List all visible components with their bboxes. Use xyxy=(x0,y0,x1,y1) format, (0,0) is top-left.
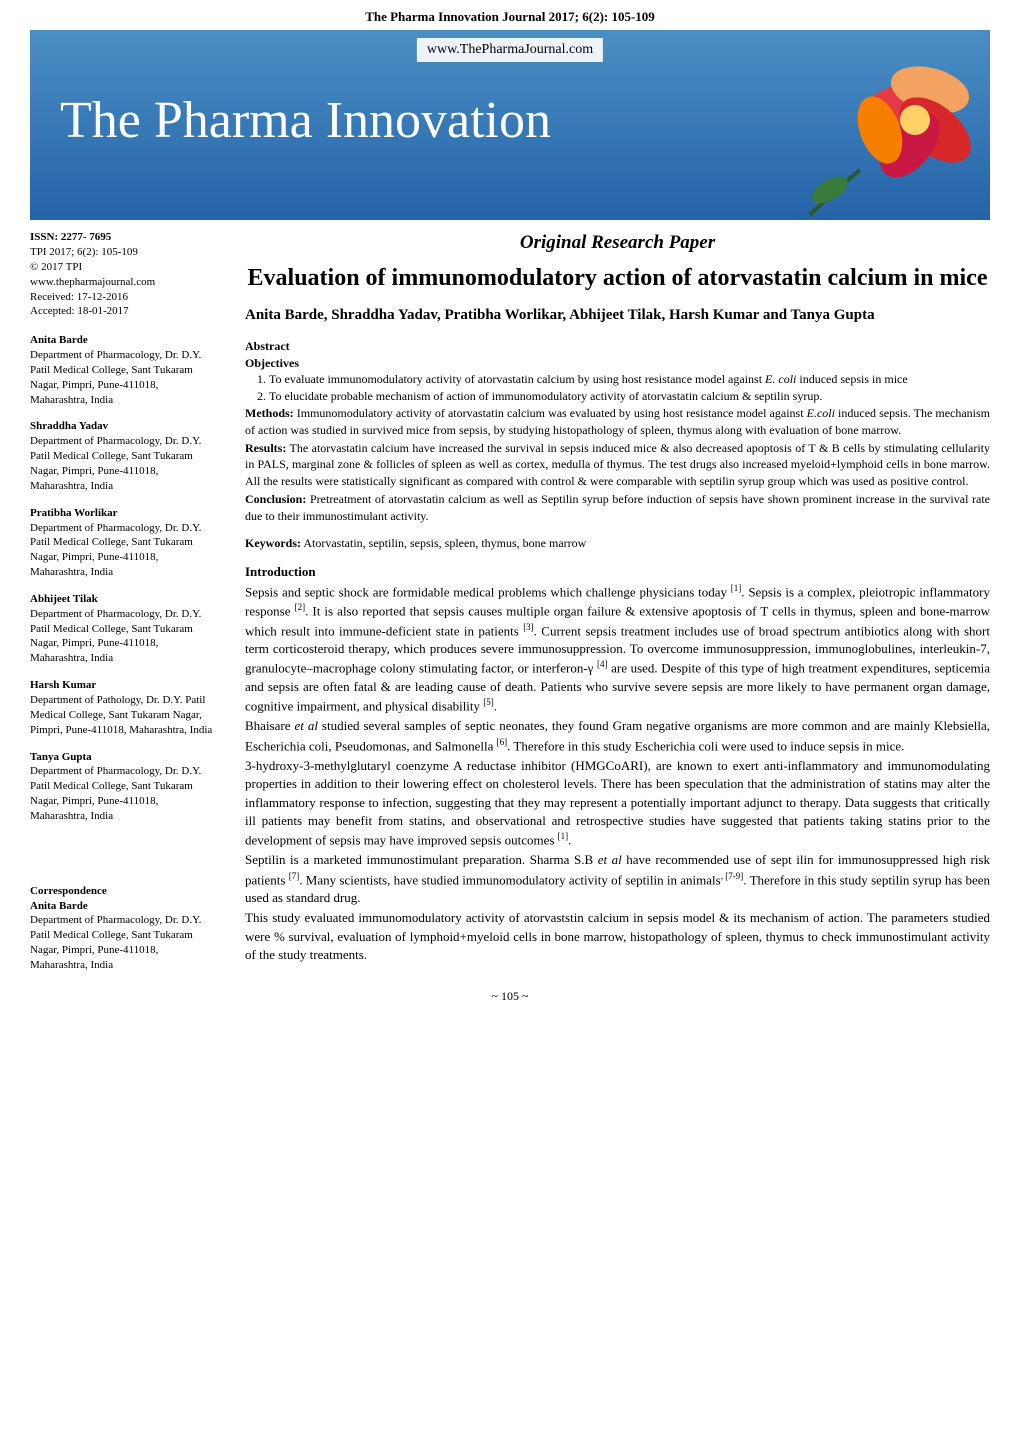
keywords-text: Atorvastatin, septilin, sepsis, spleen, … xyxy=(303,536,586,550)
author-name: Abhijeet Tilak xyxy=(30,592,217,607)
intro-paragraph: Bhaisare et al studied several samples o… xyxy=(245,717,990,755)
author-name: Shraddha Yadav xyxy=(30,419,217,434)
main-content: Original Research Paper Evaluation of im… xyxy=(235,230,990,973)
banner-url: www.ThePharmaJournal.com xyxy=(417,38,603,62)
banner: www.ThePharmaJournal.com The Pharma Inno… xyxy=(30,30,990,220)
flower-icon xyxy=(770,30,990,220)
author-block: Shraddha Yadav Department of Pharmacolog… xyxy=(30,419,217,493)
corr-author-name: Anita Barde xyxy=(30,899,217,914)
objectives-label: Objectives xyxy=(245,355,990,372)
author-affiliation: Department of Pharmacology, Dr. D.Y. Pat… xyxy=(30,764,217,823)
correspondence-block: Correspondence Anita Barde Department of… xyxy=(30,884,217,973)
intro-paragraph: Sepsis and septic shock are formidable m… xyxy=(245,582,990,716)
author-block: Harsh Kumar Department of Pathology, Dr.… xyxy=(30,678,217,737)
author-affiliation: Department of Pharmacology, Dr. D.Y. Pat… xyxy=(30,607,217,666)
received-date: Received: 17-12-2016 xyxy=(30,290,217,305)
methods-text: Methods: Immunomodulatory activity of at… xyxy=(245,405,990,439)
author-name: Pratibha Worlikar xyxy=(30,506,217,521)
results-text: Results: The atorvastatin calcium have i… xyxy=(245,440,990,490)
author-affiliation: Department of Pharmacology, Dr. D.Y. Pat… xyxy=(30,348,217,407)
abstract-label: Abstract xyxy=(245,338,990,355)
introduction-label: Introduction xyxy=(245,563,990,581)
objective-item: To evaluate immunomodulatory activity of… xyxy=(269,371,990,388)
objective-item: To elucidate probable mechanism of actio… xyxy=(269,388,990,405)
copyright: © 2017 TPI xyxy=(30,260,217,275)
authors-line: Anita Barde, Shraddha Yadav, Pratibha Wo… xyxy=(245,305,990,326)
conclusion-text: Conclusion: Pretreatment of atorvastatin… xyxy=(245,491,990,525)
author-affiliation: Department of Pathology, Dr. D.Y. Patil … xyxy=(30,693,217,738)
accepted-date: Accepted: 18-01-2017 xyxy=(30,304,217,319)
issn: ISSN: 2277- 7695 xyxy=(30,230,217,245)
banner-title: The Pharma Innovation xyxy=(60,85,551,158)
intro-paragraph: 3-hydroxy-3-methylglutaryl coenzyme A re… xyxy=(245,757,990,849)
sidebar: ISSN: 2277- 7695 TPI 2017; 6(2): 105-109… xyxy=(30,230,235,973)
author-affiliation: Department of Pharmacology, Dr. D.Y. Pat… xyxy=(30,521,217,580)
abstract-body: To evaluate immunomodulatory activity of… xyxy=(245,371,990,524)
content-wrapper: ISSN: 2277- 7695 TPI 2017; 6(2): 105-109… xyxy=(0,230,1020,973)
sidebar-meta: ISSN: 2277- 7695 TPI 2017; 6(2): 105-109… xyxy=(30,230,217,319)
author-block: Tanya Gupta Department of Pharmacology, … xyxy=(30,750,217,824)
keywords-label: Keywords: xyxy=(245,536,301,550)
author-block: Anita Barde Department of Pharmacology, … xyxy=(30,333,217,407)
tpi-ref: TPI 2017; 6(2): 105-109 xyxy=(30,245,217,260)
author-name: Tanya Gupta xyxy=(30,750,217,765)
author-block: Pratibha Worlikar Department of Pharmaco… xyxy=(30,506,217,580)
introduction-body: Sepsis and septic shock are formidable m… xyxy=(245,582,990,964)
author-block: Abhijeet Tilak Department of Pharmacolog… xyxy=(30,592,217,666)
intro-paragraph: This study evaluated immunomodulatory ac… xyxy=(245,909,990,964)
corr-author-affiliation: Department of Pharmacology, Dr. D.Y. Pat… xyxy=(30,913,217,972)
journal-url: www.thepharmajournal.com xyxy=(30,275,217,290)
author-name: Anita Barde xyxy=(30,333,217,348)
page-number: ~ 105 ~ xyxy=(0,988,1020,1005)
paper-type: Original Research Paper xyxy=(245,230,990,257)
correspondence-label: Correspondence xyxy=(30,884,217,899)
author-affiliation: Department of Pharmacology, Dr. D.Y. Pat… xyxy=(30,434,217,493)
keywords: Keywords: Atorvastatin, septilin, sepsis… xyxy=(245,535,990,552)
intro-paragraph: Septilin is a marketed immunostimulant p… xyxy=(245,851,990,907)
author-name: Harsh Kumar xyxy=(30,678,217,693)
paper-title: Evaluation of immunomodulatory action of… xyxy=(245,263,990,293)
journal-header: The Pharma Innovation Journal 2017; 6(2)… xyxy=(0,0,1020,30)
